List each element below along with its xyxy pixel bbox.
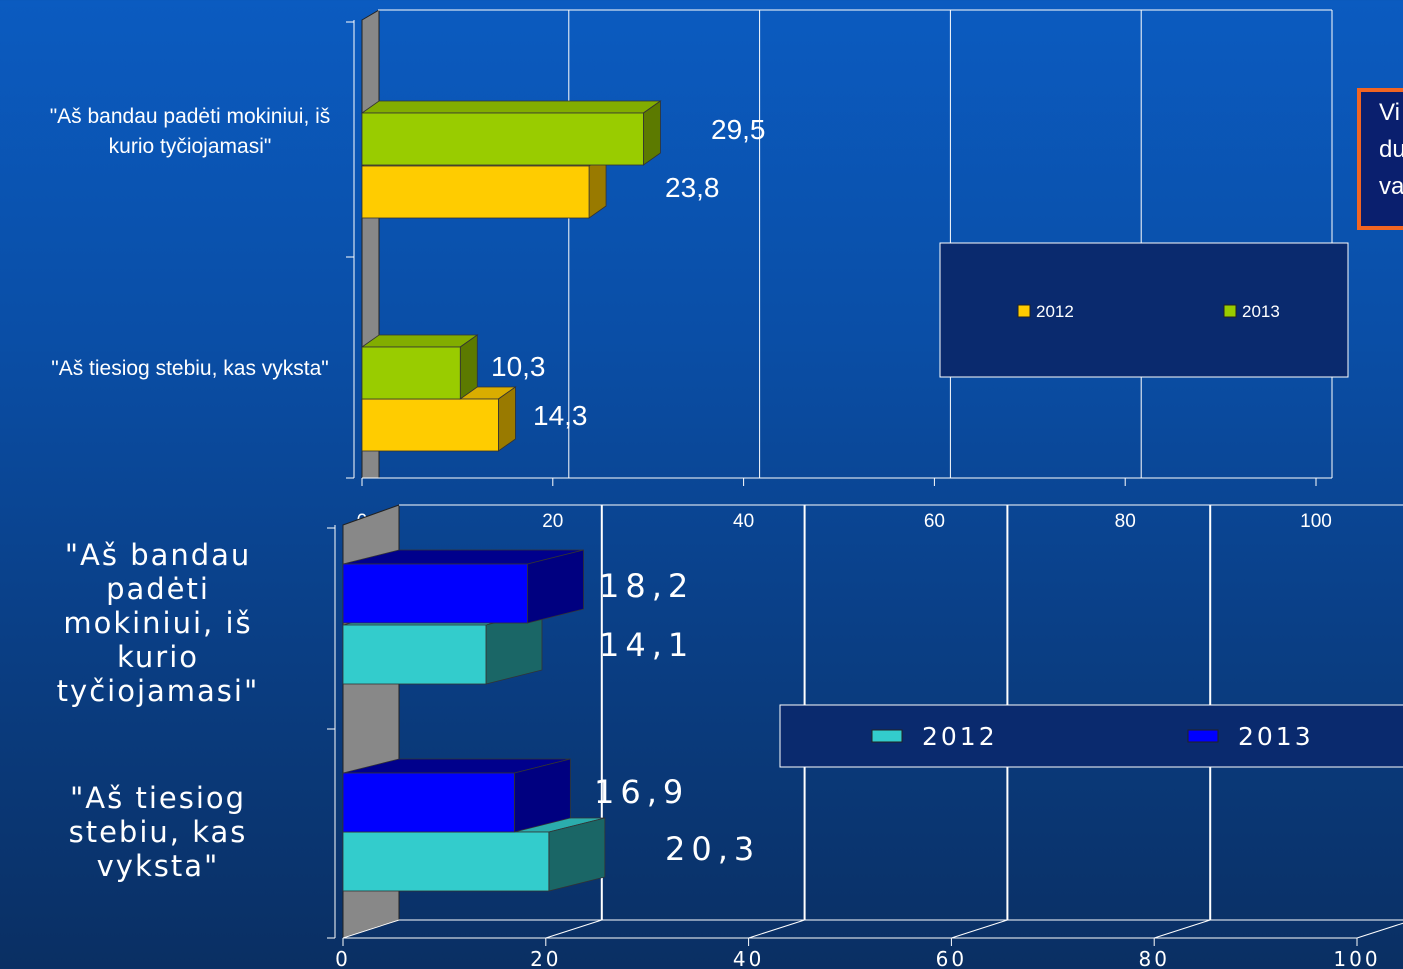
category-label-line: "Aš bandau padėti mokiniui, iš [50, 105, 331, 128]
legend-swatch [1223, 304, 1237, 318]
chart-1: "Aš bandau padėti mokiniui, iš kurio tyči… [50, 9, 1349, 486]
category-label-line: kurio [117, 640, 199, 674]
floor-gridline [951, 919, 1008, 939]
data-label: 10,3 [491, 351, 546, 382]
data-label: 23,8 [665, 172, 720, 203]
note-line: va [1379, 173, 1403, 200]
chart-2: "Aš bandau padėti mokiniui, iš kurio tyčioja… [57, 504, 1403, 946]
x-tick-label: 20 [530, 947, 561, 969]
bar [361, 346, 461, 400]
x-tick-label: 0 [335, 947, 351, 969]
bar [361, 165, 590, 219]
category-label-line: vyksta" [97, 849, 220, 883]
category-label-line: kurio tyčiojamasi" [109, 135, 272, 158]
bar [342, 624, 487, 685]
category-label-line: "Aš bandau [65, 538, 252, 572]
x-tick-label: 100 [1333, 947, 1380, 969]
floor-gridline [342, 919, 400, 939]
category-label-line: stebiu, kas [69, 815, 248, 849]
legend-swatch [871, 729, 903, 743]
legend-label: 2013 [1238, 722, 1314, 751]
x-tick-label: 60 [924, 511, 945, 532]
category-label-line: mokiniui, iš [63, 606, 252, 640]
data-label: 14,3 [533, 400, 588, 431]
category-label-line: "Aš tiesiog [70, 781, 246, 815]
floor-gridline [1356, 922, 1403, 939]
legend-label: 2012 [1036, 302, 1074, 321]
legend-swatch [1187, 729, 1219, 743]
x-tick-label: 20 [542, 511, 563, 532]
x-tick-label: 40 [733, 511, 754, 532]
x-tick-label: 60 [936, 947, 967, 969]
data-label: 14,1 [599, 626, 694, 664]
category-label: "Aš bandau padėti mokiniui, iš kurio tyči… [50, 105, 331, 158]
category-label-line: "Aš tiesiog stebiu, kas vyksta" [51, 357, 329, 380]
x-tick-label: 100 [1300, 511, 1332, 532]
x-tick-label: 80 [1115, 511, 1136, 532]
bar-top-face [360, 100, 662, 114]
legend [779, 704, 1403, 768]
x-tick-label: 80 [1138, 947, 1169, 969]
category-label-line: tyčiojamasi" [57, 674, 260, 708]
note-line: Vi [1379, 99, 1400, 126]
data-label: 16,9 [594, 773, 689, 811]
legend-label: 2012 [922, 722, 998, 751]
bar [361, 112, 644, 166]
data-label: 18,2 [599, 567, 694, 605]
bar [361, 398, 499, 452]
bar-top-face [360, 334, 479, 348]
legend-swatch [1017, 304, 1031, 318]
legend-box [939, 242, 1349, 378]
floor-gridline [748, 919, 805, 939]
data-label: 29,5 [711, 114, 766, 145]
legend [939, 242, 1349, 378]
data-label: 20,3 [665, 830, 760, 868]
floor-gridline [1154, 919, 1211, 939]
x-tick-label: 40 [733, 947, 764, 969]
floor-gridline [545, 919, 602, 939]
category-label: "Aš bandau padėti mokiniui, iš kurio tyčioja… [57, 538, 260, 708]
bar [342, 563, 528, 624]
note-box: Vi du va [1357, 88, 1403, 230]
bar [342, 831, 550, 892]
category-label-line: padėti [106, 572, 210, 606]
category-label: "Aš tiesiog stebiu, kas vyksta" [51, 357, 329, 380]
legend-label: 2013 [1242, 302, 1280, 321]
category-label: "Aš tiesiog stebiu, kas vyksta" [69, 781, 248, 883]
note-line: du [1379, 136, 1403, 163]
bar [342, 772, 515, 833]
